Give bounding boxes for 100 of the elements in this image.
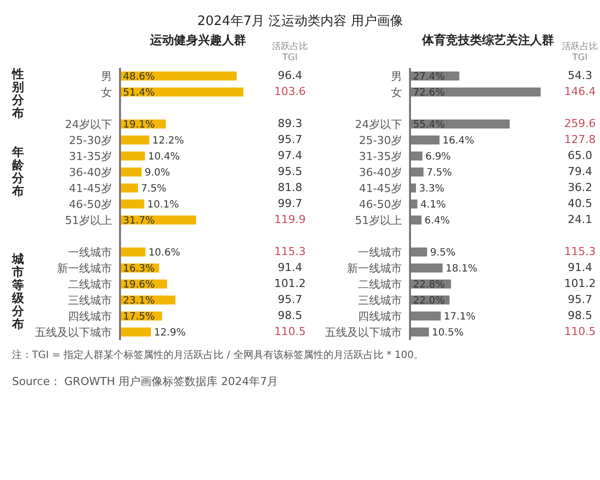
data-label: 65.0	[566, 148, 594, 164]
y-tick-label: 36-40岁	[359, 166, 402, 179]
data-label: 22.0%	[413, 296, 445, 307]
y-tick-label: 25-30岁	[359, 134, 402, 147]
data-label: 72.6%	[413, 88, 445, 99]
data-label: 91.4	[276, 260, 304, 276]
y-tick-label: 五线及以下城市	[325, 326, 402, 339]
data-label: 36.2	[566, 180, 594, 196]
data-label: 91.4	[566, 260, 594, 276]
data-label: 12.9%	[154, 328, 186, 339]
data-label: 146.4	[563, 84, 597, 100]
y-tick-label: 46-50岁	[359, 198, 402, 211]
source-note: Source： GROWTH 用户画像标签数据库 2024年7月	[12, 374, 279, 389]
text: 注：TGI = 指定人群某个标签属性的月活跃占比 / 全网具有该标签属性的月活跃占比 * 100。	[12, 348, 425, 362]
y-tick-label: 25-30岁	[69, 134, 112, 147]
data-label: 259.6	[563, 116, 597, 132]
data-label: 6.4%	[424, 216, 450, 227]
data-label: 12.2%	[152, 136, 184, 147]
y-tick-label: 41-45岁	[69, 182, 112, 195]
data-label: 98.5	[566, 308, 594, 324]
chart-subtitle: 运动健身兴趣人群	[150, 33, 246, 47]
text: 2024年7月 泛运动类内容 用户画像	[196, 13, 404, 30]
bar	[120, 248, 146, 257]
data-label: 115.3	[563, 244, 597, 260]
y-tick-label: 女	[391, 86, 402, 99]
data-label: 97.4	[276, 148, 304, 164]
y-tick-label: 36-40岁	[69, 166, 112, 179]
data-label: 89.3	[276, 116, 304, 132]
bar	[120, 152, 145, 161]
data-label: 22.8%	[413, 280, 445, 291]
data-label: 40.5	[566, 196, 594, 212]
y-tick-label: 一线城市	[358, 246, 402, 259]
y-tick-label: 51岁以上	[355, 214, 402, 227]
y-tick-label: 46-50岁	[69, 198, 112, 211]
y-tick-label: 五线及以下城市	[35, 326, 112, 339]
data-label: 10.1%	[147, 200, 180, 211]
y-tick-label: 二线城市	[68, 278, 112, 291]
y-tick-label: 四线城市	[68, 310, 112, 323]
y-tick-label: 男	[391, 70, 402, 83]
data-label: 103.6	[273, 84, 307, 100]
text: 活跃占比 TGI	[271, 42, 309, 64]
y-tick-label: 三线城市	[68, 294, 112, 307]
data-label: 115.3	[273, 244, 307, 260]
data-label: 54.3	[566, 68, 594, 84]
y-tick-label: 41-45岁	[359, 182, 402, 195]
data-label: 31.7%	[123, 216, 155, 227]
data-label: 6.9%	[425, 152, 451, 163]
y-tick-label: 三线城市	[358, 294, 402, 307]
y-tick-label: 24岁以下	[65, 118, 112, 131]
bar	[120, 328, 151, 337]
chart-subtitle: 体育竞技类综艺关注人群	[422, 33, 554, 47]
y-tick-label: 男	[101, 70, 112, 83]
data-label: 16.4%	[442, 136, 474, 147]
bar	[120, 168, 142, 177]
data-label: 17.1%	[444, 312, 476, 323]
data-label: 110.5	[563, 324, 597, 340]
y-tick-label: 24岁以下	[355, 118, 402, 131]
y-tick-label: 一线城市	[68, 246, 112, 259]
bar	[120, 88, 244, 97]
data-label: 95.7	[566, 292, 594, 308]
data-label: 7.5%	[141, 184, 166, 195]
data-label: 7.5%	[426, 168, 452, 179]
text: 城市等级分布	[10, 252, 25, 331]
data-label: 17.5%	[123, 312, 155, 323]
y-tick-label: 51岁以上	[65, 214, 112, 227]
data-label: 19.1%	[123, 120, 155, 131]
y-tick-label: 新一线城市	[347, 262, 402, 275]
text: 活跃占比 TGI	[561, 42, 599, 64]
data-label: 16.3%	[123, 264, 155, 275]
data-label: 48.6%	[123, 72, 155, 83]
text: 性别分布	[10, 67, 25, 120]
data-label: 27.4%	[413, 72, 445, 83]
data-label: 98.5	[276, 308, 304, 324]
bar	[120, 184, 138, 193]
bar	[120, 200, 144, 209]
data-label: 101.2	[273, 276, 307, 292]
data-label: 9.5%	[430, 248, 456, 259]
data-label: 119.9	[273, 212, 307, 228]
data-label: 24.1	[566, 212, 594, 228]
data-label: 10.4%	[148, 152, 180, 163]
data-label: 99.7	[276, 196, 304, 212]
y-tick-label: 31-35岁	[359, 150, 402, 163]
y-tick-label: 二线城市	[358, 278, 402, 291]
data-label: 19.6%	[123, 280, 155, 291]
data-label: 10.5%	[432, 328, 464, 339]
data-label: 81.8	[276, 180, 304, 196]
data-label: 101.2	[563, 276, 597, 292]
data-label: 10.6%	[148, 248, 180, 259]
data-label: 96.4	[276, 68, 304, 84]
data-label: 9.0%	[144, 168, 170, 179]
data-label: 18.1%	[446, 264, 478, 275]
data-label: 51.4%	[123, 88, 155, 99]
text: 年龄分布	[10, 145, 25, 198]
data-label: 55.4%	[413, 120, 445, 131]
data-label: 95.5	[276, 164, 304, 180]
y-tick-label: 新一线城市	[57, 262, 112, 275]
data-label: 95.7	[276, 132, 304, 148]
data-label: 23.1%	[123, 296, 155, 307]
data-label: 79.4	[566, 164, 594, 180]
y-tick-label: 女	[101, 86, 112, 99]
